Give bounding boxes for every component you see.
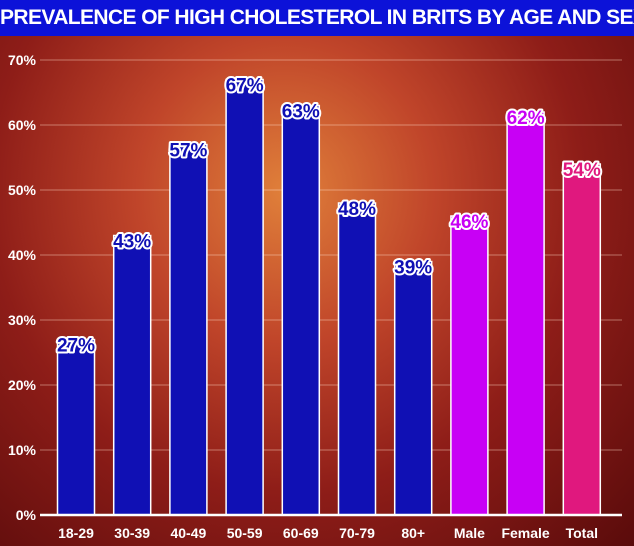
x-tick-label: Male xyxy=(454,525,485,541)
bar-50-59 xyxy=(225,78,264,516)
y-tick-label: 20% xyxy=(8,377,37,393)
data-label: 62% xyxy=(507,108,545,129)
data-label: 39% xyxy=(394,258,432,279)
data-label: 67% xyxy=(226,76,264,97)
x-tick-label: Total xyxy=(566,525,598,541)
bar-60-69 xyxy=(281,104,321,516)
x-tick-label: 60-69 xyxy=(283,525,319,541)
bar-Male xyxy=(450,215,489,516)
chart-title: PREVALENCE OF HIGH CHOLESTEROL IN BRITS … xyxy=(0,0,634,36)
data-label: 43% xyxy=(113,232,151,253)
y-tick-label: 40% xyxy=(8,247,37,263)
x-tick-label: 50-59 xyxy=(227,525,263,541)
x-tick-label: 30-39 xyxy=(114,525,150,541)
y-tick-label: 70% xyxy=(8,52,37,68)
x-tick-label: 70-79 xyxy=(339,525,375,541)
y-tick-label: 30% xyxy=(8,312,37,328)
y-tick-label: 50% xyxy=(8,182,37,198)
bar-80+ xyxy=(393,260,433,516)
x-tick-label: 18-29 xyxy=(58,525,94,541)
bar-Total xyxy=(562,163,602,516)
y-tick-label: 60% xyxy=(8,117,37,133)
x-tick-label: 40-49 xyxy=(170,525,206,541)
data-label: 46% xyxy=(450,212,488,233)
bar-Female xyxy=(506,111,545,516)
x-tick-label: Female xyxy=(501,525,549,541)
bar-18-29 xyxy=(56,338,96,516)
data-label: 48% xyxy=(338,199,376,220)
y-tick-label: 0% xyxy=(16,507,37,523)
data-label: 54% xyxy=(563,160,601,181)
bar-70-79 xyxy=(337,202,377,516)
data-label: 27% xyxy=(57,336,95,357)
x-tick-label: 80+ xyxy=(401,525,425,541)
bar-30-39 xyxy=(112,234,152,516)
data-label: 63% xyxy=(282,102,320,123)
data-label: 57% xyxy=(169,141,207,162)
y-tick-label: 10% xyxy=(8,442,37,458)
bar-40-49 xyxy=(169,143,208,516)
